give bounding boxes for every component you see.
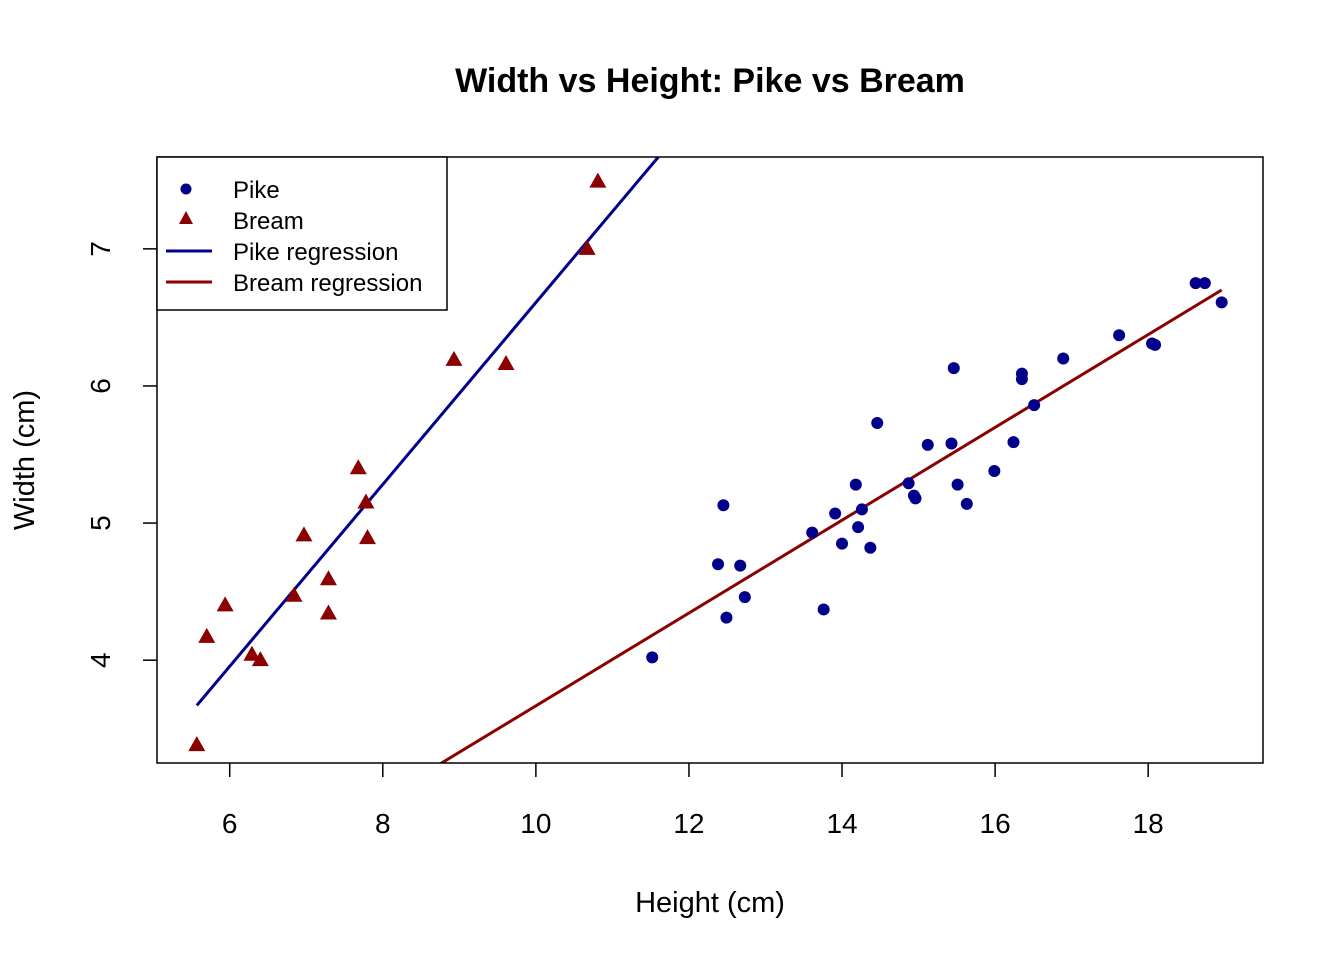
bream-point [349, 459, 367, 475]
pike-point [951, 478, 964, 491]
legend: Pike Bream Pike regression Bream regress… [156, 156, 448, 311]
bream-point [445, 350, 463, 366]
pike-point [836, 537, 849, 550]
bream-point [589, 172, 607, 188]
legend-bream-regression-label: Bream regression [233, 270, 422, 297]
pike-point [988, 464, 1001, 477]
bream-point [285, 586, 303, 602]
bream-point [578, 239, 596, 255]
pike-point [1198, 277, 1211, 290]
pike-point [1015, 373, 1028, 386]
chart-title: Width vs Height: Pike vs Bream [455, 62, 965, 100]
pike-point [646, 651, 659, 664]
y-tick-label: 5 [85, 515, 116, 531]
x-tick-label: 16 [980, 808, 1011, 839]
pike-point [829, 507, 842, 520]
legend-pike-marker [180, 183, 192, 195]
pike-point [717, 499, 730, 512]
pike-point [1113, 329, 1126, 342]
x-tick-label: 8 [375, 808, 391, 839]
pike-point [947, 362, 960, 375]
x-axis-label: Height (cm) [635, 887, 785, 919]
pike-point [909, 492, 922, 505]
bream-point [319, 604, 337, 620]
pike-point [1007, 436, 1020, 449]
pike-point [871, 416, 884, 429]
pike-point [817, 603, 830, 616]
legend-bream-marker [179, 211, 193, 224]
pike-point [1189, 277, 1202, 290]
pike-point [855, 503, 868, 516]
pike-point [1215, 296, 1228, 309]
bream-point [319, 570, 337, 586]
pike-point [738, 591, 751, 604]
pike-point [960, 497, 973, 510]
pike-point [1028, 399, 1041, 412]
pike-point [864, 541, 877, 554]
bream-point [295, 526, 313, 542]
plot-area-border [156, 156, 1264, 764]
x-tick-label: 10 [520, 808, 551, 839]
bream-point [198, 627, 216, 643]
x-tick-label: 18 [1133, 808, 1164, 839]
bream-point [188, 736, 206, 752]
pike-point [720, 611, 733, 624]
regression-lines [195, 157, 1223, 763]
axis-ticks: 6 8 10 12 14 16 18 4 5 6 7 [85, 241, 1164, 839]
bream-point [251, 651, 269, 667]
legend-pike-label: Pike [233, 177, 280, 204]
pike-point [921, 438, 934, 451]
y-tick-label: 7 [85, 241, 116, 257]
x-tick-label: 14 [826, 808, 857, 839]
pike-point [902, 477, 915, 490]
pike-point [1057, 352, 1070, 365]
bream-point [358, 529, 376, 545]
pike-point [945, 437, 958, 450]
bream-point [357, 493, 375, 509]
bream-point [216, 596, 234, 612]
legend-box [156, 156, 448, 311]
y-axis-label: Width (cm) [9, 390, 41, 530]
pike-point [734, 559, 747, 572]
pike-point [852, 521, 865, 534]
pike-point [806, 526, 819, 539]
pike-regression-line [195, 157, 660, 707]
data-points [188, 172, 1228, 752]
pike-point [712, 558, 725, 571]
legend-bream-label: Bream [233, 208, 304, 235]
y-tick-label: 4 [85, 652, 116, 668]
pike-point [1149, 338, 1162, 351]
x-tick-label: 12 [673, 808, 704, 839]
x-tick-label: 6 [222, 808, 238, 839]
legend-pike-regression-label: Pike regression [233, 239, 398, 266]
bream-point [497, 355, 515, 371]
bream-point [243, 645, 261, 661]
pike-point [849, 478, 862, 491]
bream-regression-line [438, 288, 1223, 763]
y-tick-label: 6 [85, 378, 116, 394]
